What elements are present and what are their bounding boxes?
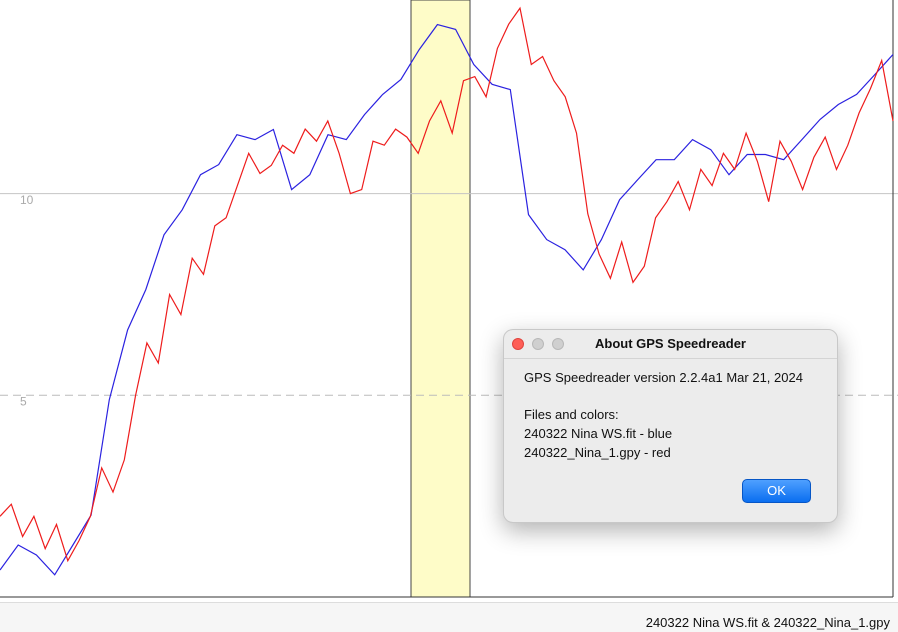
selection-band xyxy=(410,0,471,598)
ok-button[interactable]: OK xyxy=(742,479,811,503)
series-line xyxy=(0,6,894,563)
about-dialog: About GPS Speedreader GPS Speedreader ve… xyxy=(503,329,838,523)
status-text: 240322 Nina WS.fit & 240322_Nina_1.gpy xyxy=(645,615,890,630)
series-line xyxy=(0,23,894,576)
y-tick-label: 10 xyxy=(20,193,34,207)
file-entry: 240322 Nina WS.fit - blue xyxy=(524,426,673,441)
zoom-button xyxy=(552,338,564,350)
file-entry: 240322_Nina_1.gpy - red xyxy=(524,445,671,460)
dialog-title: About GPS Speedreader xyxy=(504,330,837,359)
chart: 5 10 xyxy=(0,0,898,598)
version-text: GPS Speedreader version 2.2.4a1 Mar 21, … xyxy=(524,370,803,385)
files-heading: Files and colors: xyxy=(524,407,619,422)
y-tick-label: 5 xyxy=(20,394,27,408)
minimize-button xyxy=(532,338,544,350)
close-button[interactable] xyxy=(512,338,524,350)
status-bar: 240322 Nina WS.fit & 240322_Nina_1.gpy xyxy=(0,602,898,632)
